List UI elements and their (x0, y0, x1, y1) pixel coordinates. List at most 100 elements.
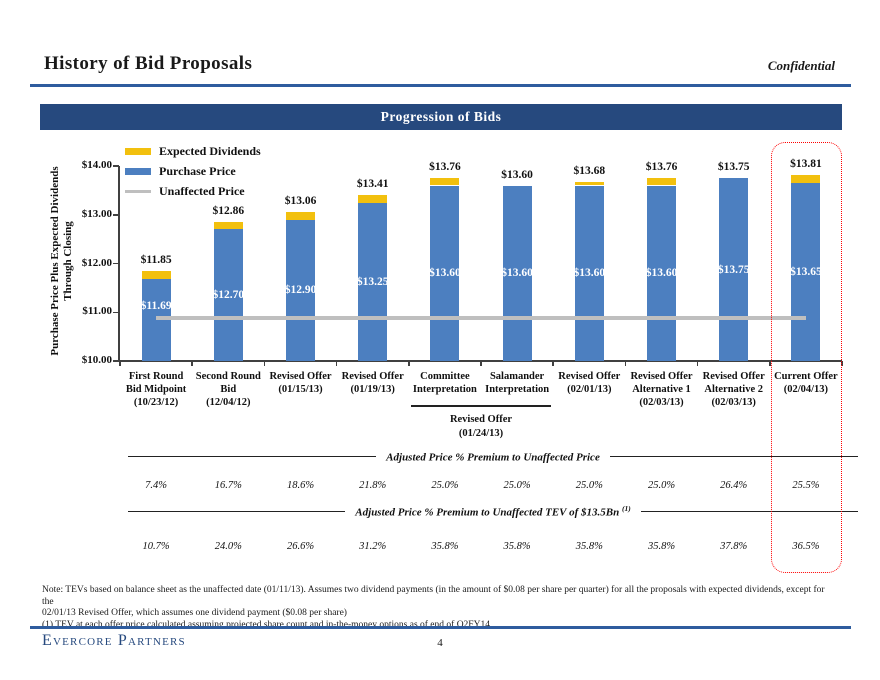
category-label-line: Revised Offer (341, 371, 404, 382)
divider-line (640, 510, 858, 512)
premium-price-value-5: 25.0% (503, 480, 531, 491)
bar-6-dividends-segment (574, 181, 604, 186)
premium-price-value-9: 25.5% (792, 480, 820, 491)
purchase-price-swatch (125, 167, 151, 175)
bar-3-dividends-segment (358, 194, 388, 203)
category-label-line: (12/04/12) (206, 397, 251, 408)
category-label-0: First Round Bid Midpoint (10/23/12) (113, 370, 199, 409)
bar-7-purchase-label: $13.60 (645, 267, 678, 280)
divider-line (128, 455, 377, 457)
bar-6-purchase-segment (574, 185, 604, 361)
bar-8-purchase-segment (719, 178, 749, 361)
current-offer-highlight-box (770, 142, 842, 573)
divider-line (609, 455, 858, 457)
y-tick-label: $13.00 (81, 207, 112, 220)
premium-tev-value-2: 26.6% (286, 541, 315, 552)
category-label-line: Interpretation (412, 384, 477, 395)
premium-price-value-3: 21.8% (359, 480, 387, 491)
legend-label: Purchase Price (159, 163, 236, 178)
premium-price-value-6: 25.0% (575, 480, 603, 491)
category-label-line: Alternative 1 (632, 384, 691, 395)
premium-tev-value-3: 31.2% (359, 541, 387, 552)
bar-9-purchase-segment (791, 183, 821, 361)
premium-tev-value-0: 10.7% (142, 541, 170, 552)
premium-price-value-4: 25.0% (431, 480, 459, 491)
bar-4-purchase-label: $13.60 (429, 267, 461, 280)
y-tick (113, 360, 119, 362)
legend-item-expected-dividends: Expected Dividends (125, 141, 261, 161)
footer-rule (30, 626, 851, 629)
premium-price-value-1: 16.7% (214, 480, 242, 491)
category-label-line: (02/01/13) (567, 384, 612, 395)
premium-price-title-text: Adjusted Price % Premium to Unaffected P… (386, 451, 600, 464)
footer-brand: Evercore Partners (42, 632, 186, 649)
category-label-line: Revised Offer (558, 371, 621, 382)
unaffected-price-swatch (125, 189, 151, 193)
y-tick (113, 214, 119, 216)
y-tick-label: $14.00 (81, 159, 112, 171)
category-label-6: Revised Offer (02/01/13) (546, 370, 632, 396)
category-label-line: Committee (420, 371, 470, 382)
y-axis-line (118, 166, 121, 362)
title-rule (30, 84, 851, 87)
category-label-9: Current Offer (02/04/13) (763, 370, 849, 396)
category-label-line: Second Round (195, 371, 261, 382)
category-label-line: Interpretation (485, 384, 550, 395)
bar-9-total-label: $13.81 (790, 158, 822, 171)
legend-label: Unaffected Price (159, 183, 245, 198)
bar-1-dividends-segment (213, 221, 243, 230)
x-tick (119, 361, 121, 366)
bar-2-dividends-segment (286, 211, 315, 220)
premium-tev-value-8: 37.8% (720, 541, 748, 552)
category-label-line: (02/03/13) (711, 397, 756, 408)
premium-tev-value-4: 35.8% (431, 541, 459, 552)
category-label-line: (02/03/13) (639, 397, 684, 408)
divider-line (128, 510, 346, 512)
footnote-line-3: (1) TEV at each offer price calculated a… (42, 619, 490, 630)
category-label-4: Committee Interpretation (402, 370, 488, 396)
x-tick (480, 361, 482, 366)
bar-7-dividends-segment (647, 177, 676, 186)
y-tick-label: $11.00 (82, 305, 112, 318)
category-label-line: (01/19/13) (350, 384, 395, 395)
footnote: Note: TEVs based on balance sheet as the… (42, 585, 838, 631)
bar-2-purchase-label: $12.90 (284, 284, 317, 297)
premium-price-title: Adjusted Price % Premium to Unaffected P… (386, 449, 600, 464)
premium-tev-value-9: 36.5% (792, 541, 820, 552)
category-label-line: Revised Offer (702, 371, 765, 382)
bar-3-purchase-label: $13.25 (356, 275, 389, 288)
category-label-5: Salamander Interpretation (474, 370, 560, 396)
category-label-line: First Round (128, 371, 184, 382)
bar-6-purchase-label: $13.60 (573, 267, 606, 280)
x-tick (335, 361, 338, 366)
y-tick-label: $12.00 (81, 256, 112, 269)
y-tick (113, 311, 119, 313)
bar-9-dividends-segment (791, 175, 821, 184)
page-number: 4 (437, 637, 443, 649)
premium-tev-value-6: 35.8% (575, 541, 603, 552)
premium-price-value-2: 18.6% (286, 480, 315, 491)
category-label-line: Bid (220, 384, 237, 395)
premium-tev-title-text: Adjusted Price % Premium to Unaffected T… (355, 506, 620, 519)
subgroup-label-line: (01/24/13) (458, 427, 504, 439)
legend-item-unaffected-price: Unaffected Price (125, 181, 261, 201)
category-label-line: (02/04/13) (783, 384, 829, 395)
bar-3-total-label: $13.41 (356, 177, 389, 190)
x-tick (191, 361, 193, 366)
category-label-line: Revised Offer (269, 371, 332, 382)
subgroup-label-line: Revised Offer (449, 414, 513, 425)
bar-1-purchase-segment (213, 229, 243, 361)
category-label-line: Revised Offer (630, 371, 693, 382)
premium-tev-title: Adjusted Price % Premium to Unaffected T… (355, 504, 630, 519)
legend-label: Expected Dividends (159, 143, 261, 158)
bar-0-dividends-segment (141, 270, 171, 279)
category-label-7: Revised Offer Alternative 1 (02/03/13) (619, 370, 705, 409)
category-label-line: Current Offer (774, 371, 838, 382)
y-tick (113, 262, 119, 265)
premium-tev-value-7: 35.8% (647, 541, 676, 552)
footnote-line-2: 02/01/13 Revised Offer, which assumes on… (42, 608, 347, 619)
bar-8-purchase-label: $13.75 (717, 263, 750, 276)
category-label-line: (01/15/13) (278, 384, 323, 395)
